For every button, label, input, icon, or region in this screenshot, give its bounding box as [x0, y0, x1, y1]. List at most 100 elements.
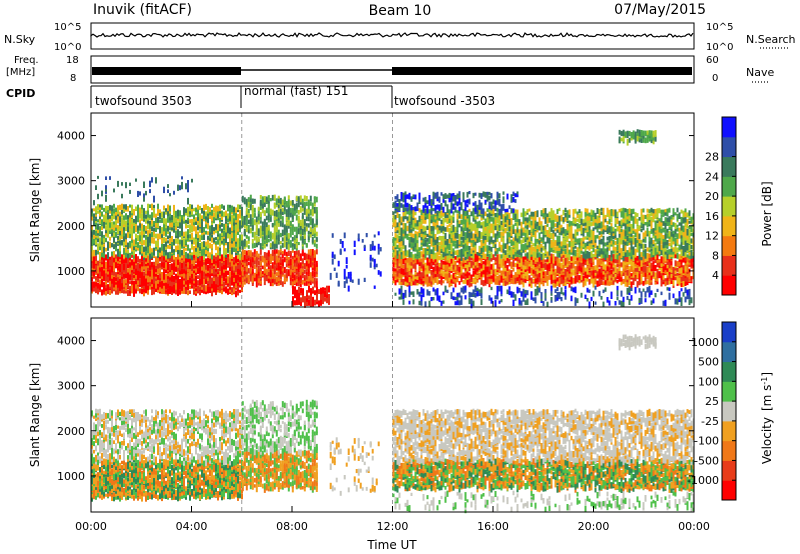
range-cell	[287, 250, 290, 256]
range-cell	[314, 299, 316, 306]
range-cell	[398, 236, 401, 239]
range-cell	[149, 258, 151, 265]
range-cell	[233, 273, 235, 278]
range-cell	[99, 207, 101, 213]
range-cell	[95, 235, 97, 240]
range-cell	[97, 230, 99, 236]
range-cell	[526, 270, 529, 275]
range-cell	[249, 194, 252, 199]
range-cell	[396, 275, 399, 280]
range-cell	[123, 263, 125, 271]
range-cell	[131, 239, 133, 243]
range-cell	[308, 285, 310, 293]
range-cell	[131, 289, 133, 294]
range-cell	[215, 252, 217, 257]
range-cell	[294, 291, 296, 298]
range-cell	[273, 280, 276, 285]
range-cell	[105, 215, 107, 222]
range-cell	[99, 254, 101, 260]
range-cell	[111, 289, 113, 294]
range-cell	[301, 208, 304, 212]
range-cell	[161, 274, 163, 282]
range-cell	[267, 210, 270, 217]
range-cell	[129, 226, 131, 230]
range-cell	[93, 257, 95, 264]
range-cell	[199, 255, 201, 259]
range-cell	[121, 217, 123, 224]
range-cell	[371, 240, 374, 247]
range-cell	[143, 194, 145, 202]
range-cell	[203, 241, 205, 247]
range-cell	[193, 218, 195, 223]
range-cell	[494, 259, 497, 264]
range-cell	[482, 280, 485, 287]
range-cell	[267, 228, 270, 236]
range-cell	[139, 258, 141, 263]
range-cell	[163, 270, 165, 277]
range-cell	[159, 272, 161, 279]
range-cell	[145, 262, 147, 267]
range-cell	[119, 290, 121, 294]
range-cell	[151, 203, 153, 211]
range-cell	[165, 246, 167, 250]
range-cell	[454, 280, 457, 288]
range-cell	[203, 264, 205, 269]
range-cell	[550, 253, 553, 258]
range-cell	[462, 272, 465, 277]
range-cell	[223, 205, 225, 210]
range-cell	[275, 210, 278, 217]
range-cell	[139, 288, 141, 294]
range-cell	[418, 278, 421, 284]
range-cell	[163, 255, 165, 261]
range-cell	[163, 217, 165, 224]
range-cell	[223, 249, 225, 257]
range-cell	[245, 275, 248, 282]
range-cell	[169, 268, 171, 272]
range-cell	[243, 238, 246, 245]
range-cell	[101, 204, 103, 208]
range-cell	[291, 267, 294, 273]
range-cell	[113, 278, 115, 283]
range-cell	[165, 218, 167, 226]
range-cell	[301, 217, 304, 224]
range-cell	[117, 277, 119, 285]
range-cell	[247, 268, 250, 274]
range-cell	[307, 216, 310, 222]
range-cell	[305, 208, 308, 216]
range-cell	[277, 216, 280, 221]
range-cell	[93, 249, 95, 256]
range-cell	[231, 219, 233, 224]
range-cell	[301, 202, 304, 208]
range-cell	[189, 253, 191, 259]
range-cell	[131, 254, 133, 258]
range-cell	[271, 241, 274, 246]
range-cell	[283, 277, 286, 281]
range-cell	[179, 217, 181, 223]
range-cell	[217, 210, 219, 215]
range-cell	[522, 266, 525, 273]
range-cell	[227, 288, 229, 295]
range-cell	[179, 243, 181, 251]
range-cell	[121, 212, 123, 218]
range-cell	[309, 195, 312, 202]
range-cell	[227, 257, 229, 263]
range-cell	[113, 251, 115, 258]
range-cell	[135, 178, 137, 182]
range-cell	[181, 181, 183, 188]
range-cell	[408, 271, 411, 276]
range-cell	[275, 258, 278, 264]
range-cell	[578, 275, 581, 281]
range-cell	[406, 266, 409, 272]
range-cell	[137, 206, 139, 213]
range-cell	[279, 263, 282, 270]
range-cell	[209, 267, 211, 274]
range-cell	[476, 272, 479, 279]
range-cell	[257, 228, 260, 233]
nsky-tick-top: 10^5	[54, 22, 81, 33]
range-cell	[205, 203, 207, 210]
range-cell	[315, 231, 318, 237]
range-cell	[251, 213, 254, 218]
range-cell	[229, 251, 231, 259]
range-cell	[105, 190, 107, 194]
range-cell	[277, 229, 280, 235]
